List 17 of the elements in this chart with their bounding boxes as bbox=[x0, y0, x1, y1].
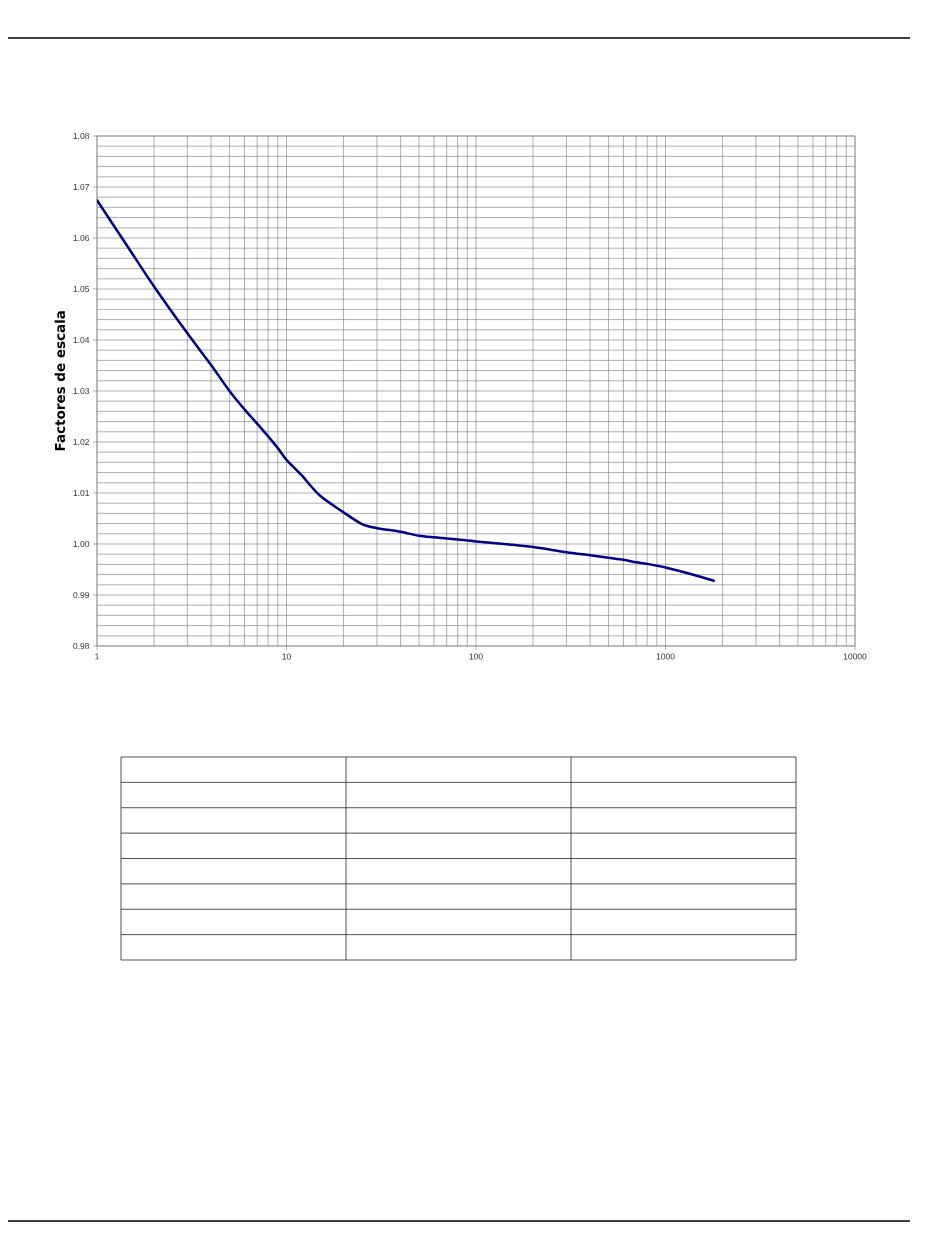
y-tick-label: 0.99 bbox=[73, 591, 90, 598]
x-tick-label: 1 bbox=[95, 653, 99, 660]
y-tick-label: 1.03 bbox=[73, 387, 90, 394]
y-tick-label: 1.05 bbox=[73, 285, 90, 292]
y-tick-label: 1.06 bbox=[73, 234, 90, 241]
y-tick-label: 1.08 bbox=[73, 132, 90, 139]
x-tick-label: 100 bbox=[469, 653, 483, 660]
x-tick-label: 10 bbox=[282, 653, 291, 660]
x-tick-label: 10000 bbox=[843, 653, 867, 660]
y-tick-label: 1.04 bbox=[73, 336, 90, 343]
y-tick-label: 1.01 bbox=[73, 489, 90, 496]
y-tick-label: 0.98 bbox=[73, 642, 90, 649]
y-tick-label: 1.02 bbox=[73, 438, 90, 445]
y-tick-label: 1.00 bbox=[73, 540, 90, 547]
y-tick-label: 1.07 bbox=[73, 183, 90, 190]
x-tick-label: 1000 bbox=[656, 653, 675, 660]
y-axis-title: Factores de escala bbox=[54, 311, 66, 451]
